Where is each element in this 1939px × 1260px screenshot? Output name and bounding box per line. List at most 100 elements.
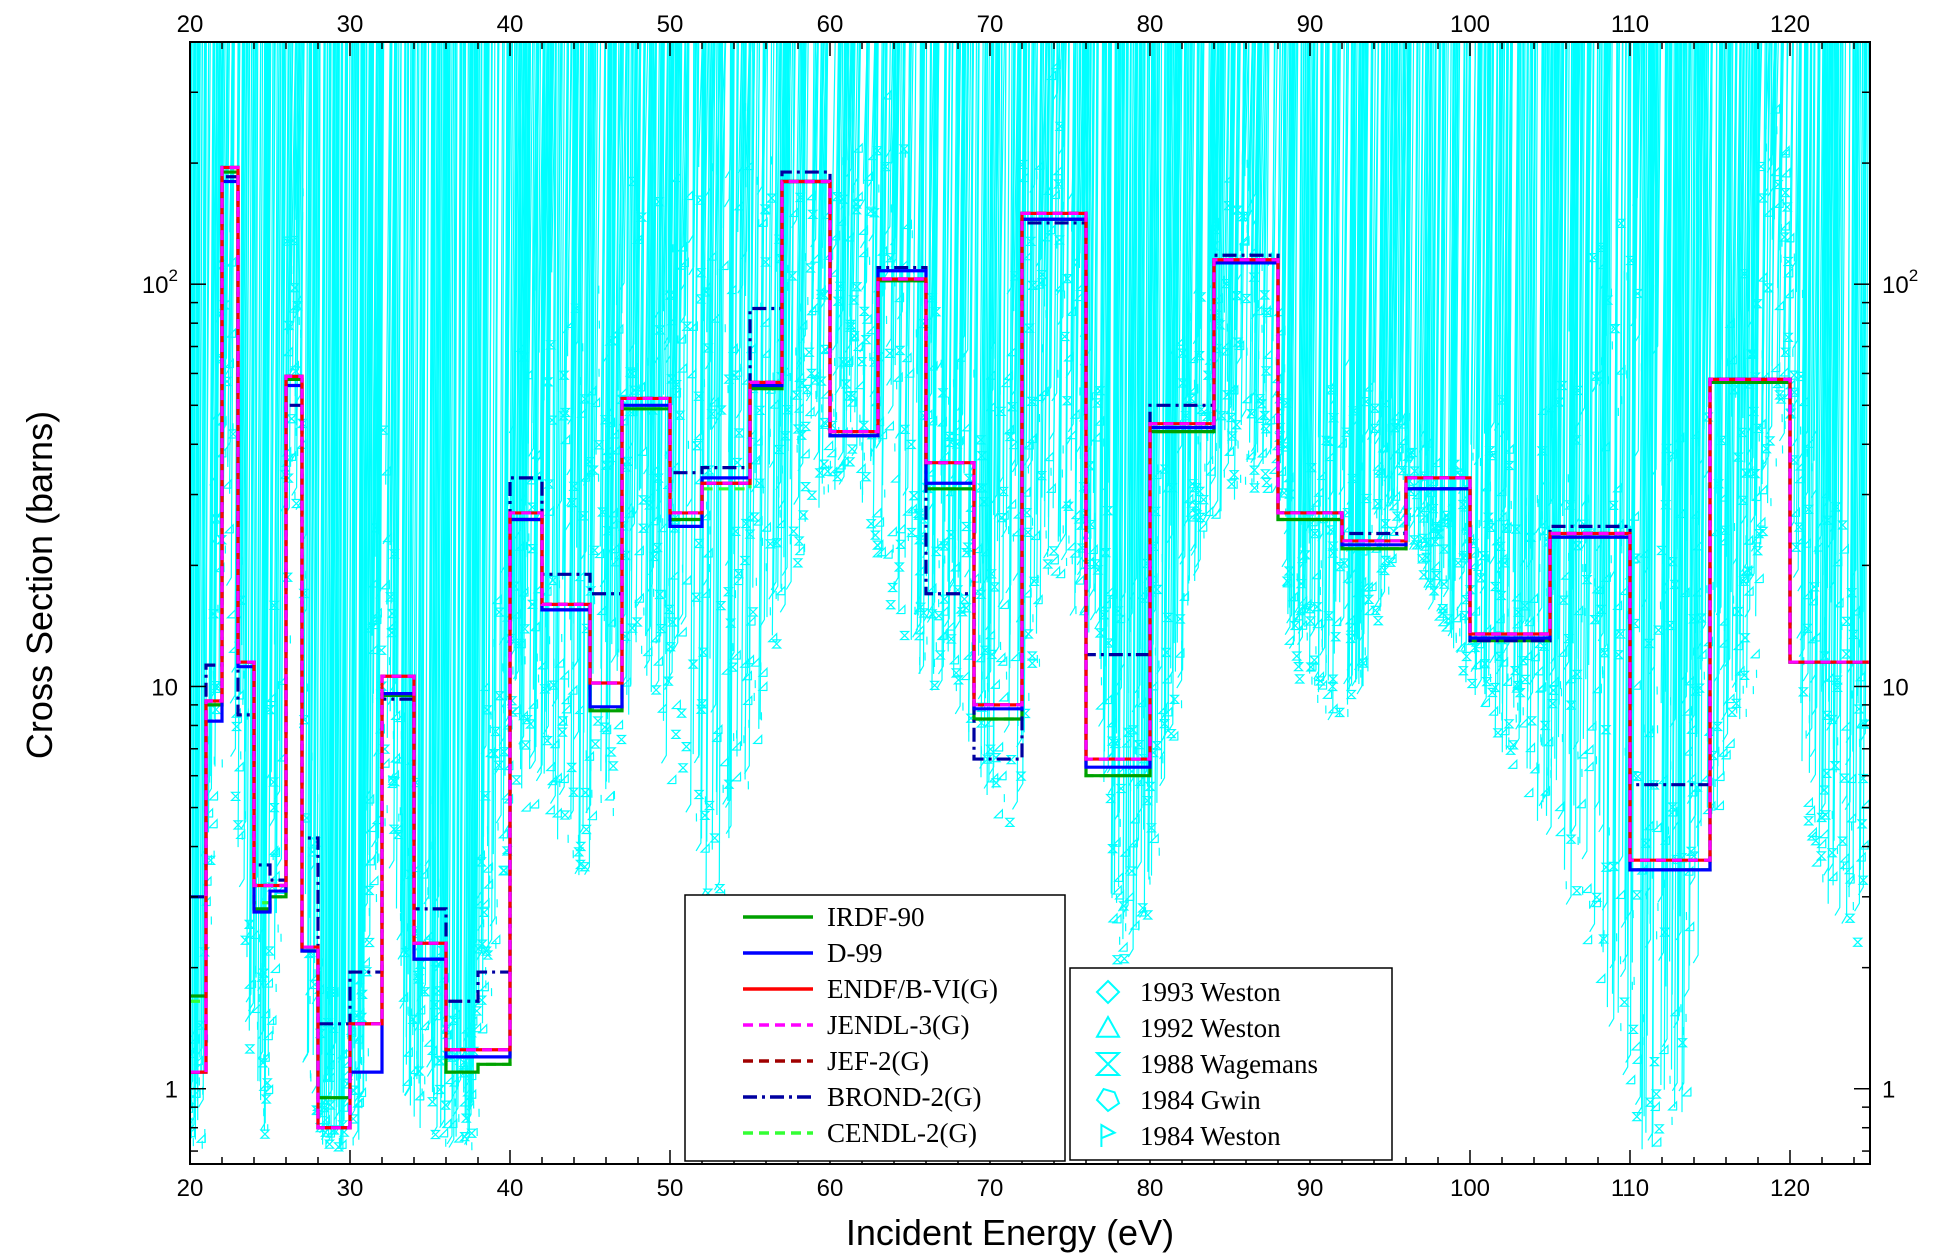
measured-point (282, 572, 294, 582)
measured-point (1105, 793, 1117, 804)
measured-point (549, 42, 559, 804)
measured-point (1615, 888, 1626, 900)
measured-point (322, 42, 332, 1083)
measured-point (642, 646, 653, 657)
measured-point (582, 42, 592, 486)
measured-point (715, 42, 722, 793)
measured-point (768, 42, 775, 465)
measured-point (319, 1114, 331, 1125)
measured-point (241, 42, 247, 646)
measured-point (305, 42, 315, 996)
measured-point (739, 555, 751, 566)
measured-point (989, 678, 1000, 689)
measured-point (318, 1103, 330, 1113)
measured-point (364, 42, 371, 932)
measured-point (221, 478, 232, 489)
measured-point (643, 42, 649, 212)
measured-point (822, 42, 828, 269)
measured-point (584, 750, 595, 761)
measured-point (546, 415, 558, 425)
measured-point (535, 42, 545, 465)
measured-point (633, 545, 644, 556)
measured-point (528, 698, 539, 709)
measured-point (633, 592, 645, 603)
measured-point (483, 878, 494, 889)
measured-point (511, 42, 518, 619)
measured-point (681, 321, 693, 331)
measured-point (838, 455, 849, 466)
measured-point (541, 585, 552, 596)
x-tick-label-bottom: 120 (1770, 1175, 1810, 1202)
measured-point (737, 42, 743, 232)
measured-point (1651, 1136, 1662, 1147)
measured-point (356, 1086, 367, 1098)
measured-point (426, 1097, 438, 1107)
measured-point (1764, 436, 1776, 446)
measured-point (481, 42, 488, 1024)
measured-point (673, 42, 683, 641)
measured-point (723, 42, 733, 208)
measured-point (294, 42, 300, 220)
x-axis-title: Incident Energy (eV) (846, 1212, 1174, 1253)
measured-point (361, 42, 371, 840)
measured-point (366, 821, 377, 833)
measured-point (336, 1048, 348, 1059)
measured-point (875, 42, 885, 449)
measured-point (379, 757, 390, 768)
measured-point (336, 1138, 347, 1149)
measured-point (700, 510, 711, 521)
measured-point (208, 609, 220, 619)
measured-point (1470, 42, 1476, 550)
measured-point (759, 42, 766, 720)
measured-point (852, 191, 863, 202)
measured-point (433, 1056, 445, 1066)
measured-point (757, 666, 768, 677)
measured-point (190, 1033, 200, 1044)
measured-point (814, 468, 826, 478)
measured-point (706, 42, 713, 842)
measured-point (886, 526, 897, 537)
measured-point (225, 42, 235, 586)
measured-point (875, 546, 886, 557)
measured-point (572, 42, 582, 350)
measured-point (480, 42, 490, 755)
measured-point (871, 540, 883, 550)
measured-point (629, 42, 638, 532)
measured-point (726, 284, 737, 295)
measured-point (1129, 813, 1140, 824)
measured-point (797, 510, 809, 520)
measured-point (795, 42, 802, 430)
measured-point (816, 42, 823, 397)
measured-point (312, 42, 319, 1055)
measured-point (377, 42, 383, 864)
measured-point (844, 457, 856, 467)
measured-point (266, 882, 278, 892)
measured-point (806, 368, 818, 379)
measured-point (405, 869, 417, 879)
measured-point (544, 804, 555, 815)
measured-point (580, 824, 592, 835)
measured-point (700, 587, 711, 598)
measured-point (278, 42, 285, 731)
measured-point (519, 624, 531, 634)
measured-point (570, 303, 582, 313)
legend-label: BROND-2(G) (827, 1082, 982, 1112)
measured-point (696, 699, 708, 709)
measured-point (681, 574, 692, 585)
measured-point (199, 42, 206, 1058)
measured-point (580, 42, 590, 560)
measured-point (803, 347, 815, 357)
measured-point (652, 655, 664, 666)
measured-point (595, 42, 602, 455)
measured-point (214, 42, 221, 767)
measured-point (322, 42, 328, 1145)
measured-point (462, 1086, 473, 1097)
legend-label: 1984 Weston (1140, 1121, 1281, 1151)
measured-point (662, 676, 674, 686)
measured-point (328, 42, 335, 1005)
measured-point (607, 761, 619, 771)
y-tick-label-right: 10 (1882, 674, 1909, 701)
measured-point (190, 42, 197, 1087)
measured-point (269, 846, 281, 857)
measured-point (520, 740, 532, 750)
